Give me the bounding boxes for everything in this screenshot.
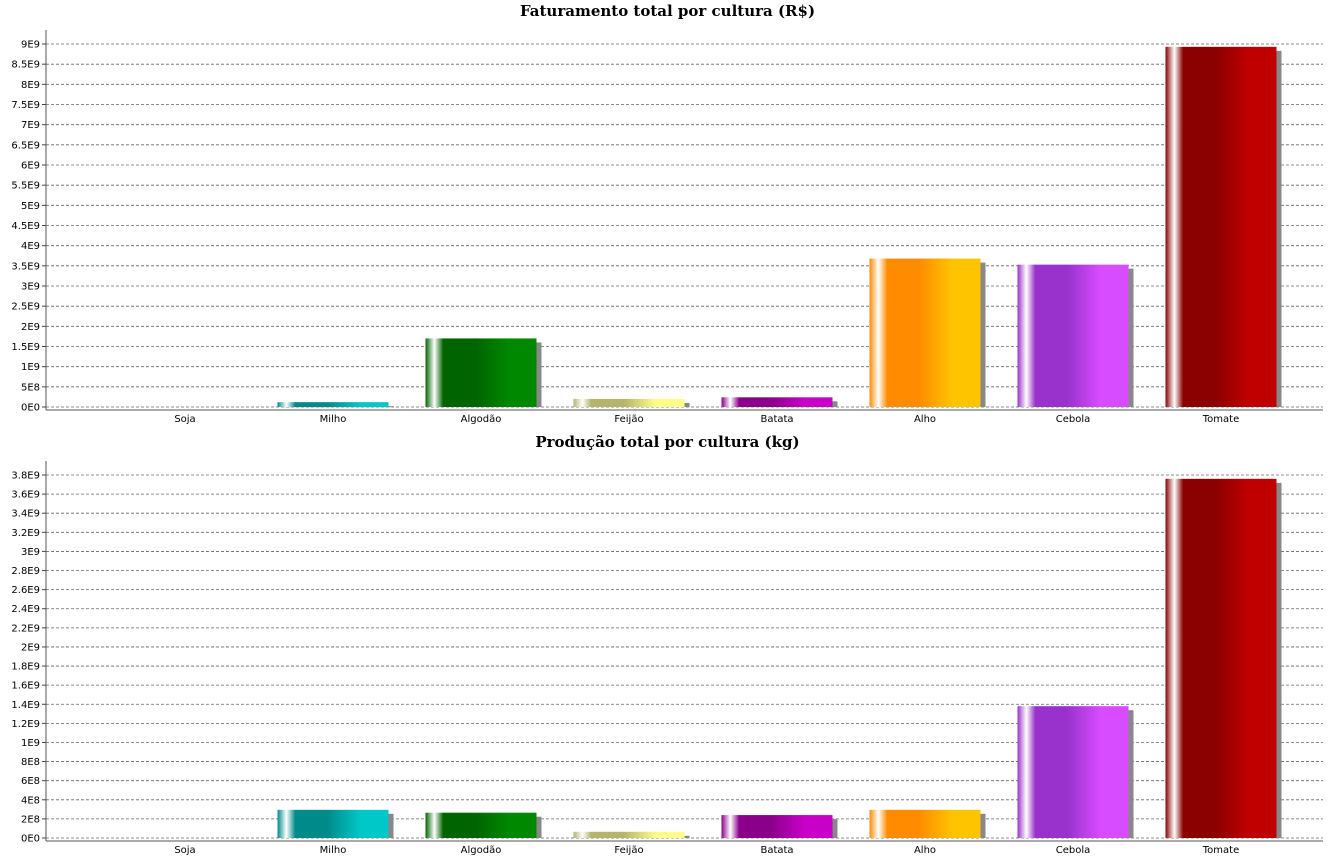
production-bar-chart: 0E0 2E8 4E8 6E8 8E8 1E9 1.2E9 1.4E9 1.6E9 1.8E9 2E…: [11, 461, 1323, 856]
x-tick-label: Feijão: [614, 414, 643, 425]
y-tick-label: 9E9: [21, 40, 40, 51]
bar-batata: [721, 815, 833, 838]
chart-title: Produção total por cultura (kg): [535, 433, 800, 451]
bar-algodão: [425, 338, 537, 407]
x-tick-label: Feijão: [614, 845, 643, 856]
y-tick-label: 5E9: [21, 201, 40, 212]
production-chart-panel: Produção total por cultura (kg) 0E0 2E8 4E…: [0, 432, 1335, 864]
bar-alho: [869, 258, 981, 407]
y-tick-label: 2E9: [21, 642, 40, 653]
y-tick-label: 3.4E9: [11, 509, 40, 520]
bar-tomate: [1165, 46, 1277, 407]
y-tick-label: 1.6E9: [11, 681, 40, 692]
x-tick-label: Milho: [320, 414, 347, 425]
y-tick-label: 3.8E9: [11, 471, 40, 482]
y-tick-label: 1.4E9: [11, 700, 40, 711]
y-tick-label: 1.8E9: [11, 662, 40, 673]
y-tick-label: 0E0: [21, 834, 40, 845]
y-tick-label: 2.2E9: [11, 623, 40, 634]
y-tick-label: 0E0: [21, 403, 40, 414]
x-tick-label: Algodão: [461, 414, 502, 425]
revenue-chart-panel: Faturamento total por cultura (R$) 0E0 5E…: [11, 2, 1323, 425]
y-tick-label: 1E9: [21, 738, 40, 749]
x-tick-label: Batata: [760, 845, 793, 856]
y-tick-label: 2.5E9: [11, 302, 40, 313]
y-tick-label: 3.2E9: [11, 528, 40, 539]
y-tick-label: 7E9: [21, 120, 40, 131]
y-tick-label: 2E9: [21, 322, 40, 333]
y-tick-label: 2E8: [21, 814, 40, 825]
y-tick-label: 1.2E9: [11, 719, 40, 730]
bar-milho: [277, 402, 389, 407]
bar-milho: [277, 809, 389, 838]
bar-alho: [869, 809, 981, 838]
y-tick-label: 6E8: [21, 776, 40, 787]
y-tick-label: 6.5E9: [11, 140, 40, 151]
x-tick-label: Soja: [174, 414, 195, 425]
x-tick-label: Cebola: [1056, 845, 1091, 856]
x-tick-label: Algodão: [461, 845, 502, 856]
y-tick-label: 6E9: [21, 161, 40, 172]
chart-title: Faturamento total por cultura (R$): [519, 2, 816, 20]
y-tick-label: 4E9: [21, 241, 40, 252]
x-tick-label: Tomate: [1202, 414, 1239, 425]
y-tick-label: 8E9: [21, 80, 40, 91]
y-tick-label: 3E9: [21, 282, 40, 293]
bar-algodão: [425, 812, 537, 838]
bar-cebola: [1017, 706, 1129, 838]
x-tick-label: Tomate: [1202, 845, 1239, 856]
bar-cebola: [1017, 264, 1129, 407]
x-tick-label: Cebola: [1056, 414, 1091, 425]
bar-tomate: [1165, 478, 1277, 838]
revenue-bar-chart: 0E0 5E8 1E9 1.5E9 2E9 2.5E9 3E9 3.5E9 4E9 4.5E9 5E…: [11, 30, 1323, 425]
y-tick-label: 4.5E9: [11, 221, 40, 232]
y-tick-label: 2.6E9: [11, 585, 40, 596]
y-tick-label: 4E8: [21, 795, 40, 806]
x-tick-label: Alho: [914, 414, 936, 425]
y-tick-label: 3E9: [21, 547, 40, 558]
y-tick-label: 1.5E9: [11, 342, 40, 353]
bar-feijão: [573, 831, 685, 838]
y-tick-label: 5.5E9: [11, 181, 40, 192]
y-tick-label: 3.5E9: [11, 261, 40, 272]
bar-feijão: [573, 398, 685, 407]
y-tick-label: 3.6E9: [11, 490, 40, 501]
y-tick-label: 2.8E9: [11, 566, 40, 577]
x-tick-label: Milho: [320, 845, 347, 856]
bar-batata: [721, 397, 833, 407]
y-tick-label: 7.5E9: [11, 100, 40, 111]
y-tick-label: 5E8: [21, 382, 40, 393]
y-tick-label: 2.4E9: [11, 604, 40, 615]
y-tick-label: 8.5E9: [11, 60, 40, 71]
y-tick-label: 1E9: [21, 362, 40, 373]
y-tick-label: 8E8: [21, 757, 40, 768]
x-tick-label: Soja: [174, 845, 195, 856]
x-tick-label: Alho: [914, 845, 936, 856]
x-tick-label: Batata: [760, 414, 793, 425]
